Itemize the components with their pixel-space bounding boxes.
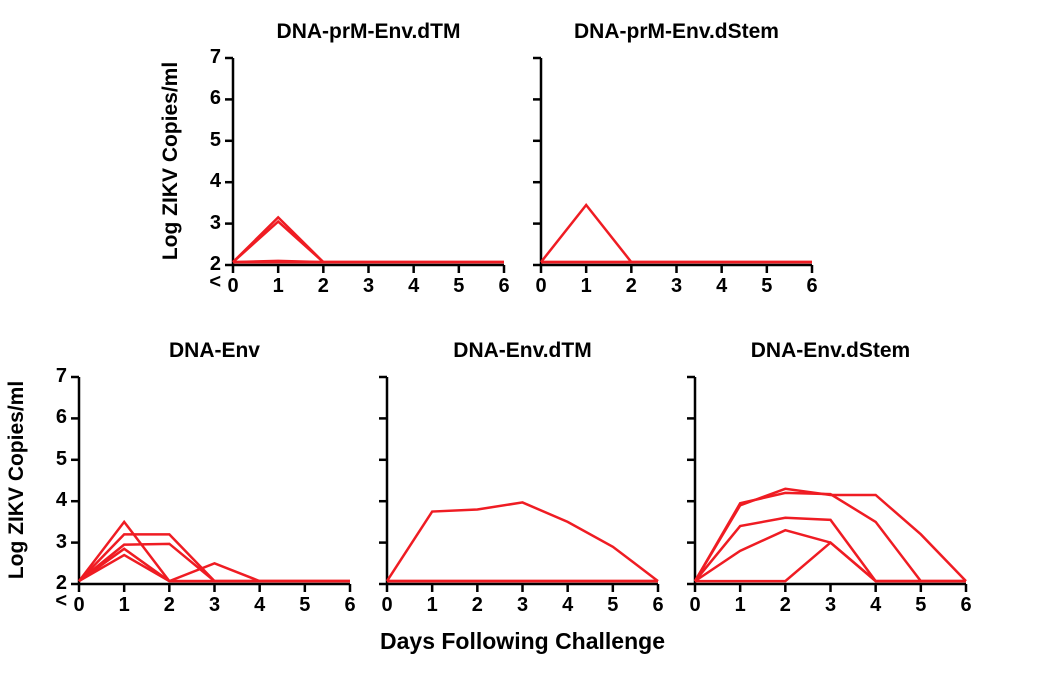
x-tick-label: 1 <box>571 275 601 298</box>
y-tick-label: 7 <box>45 365 67 388</box>
x-tick-label: 6 <box>335 594 365 617</box>
below-detection-symbol: < <box>45 590 67 613</box>
x-tick-label: 1 <box>109 594 139 617</box>
y-tick-label: 5 <box>199 129 221 152</box>
data-line <box>695 489 966 581</box>
x-tick-label: 5 <box>444 275 474 298</box>
x-tick-label: 1 <box>263 275 293 298</box>
x-tick-label: 6 <box>489 275 519 298</box>
x-tick-label: 6 <box>643 594 673 617</box>
data-line <box>695 493 966 581</box>
data-line <box>233 222 504 263</box>
x-tick-label: 2 <box>154 594 184 617</box>
y-axis-label: Log ZIKV Copies/ml <box>159 31 183 291</box>
data-line <box>695 543 966 582</box>
x-tick-label: 3 <box>816 594 846 617</box>
y-tick-label: 7 <box>199 46 221 69</box>
panel-title-p4: DNA-Env.dTM <box>367 339 678 363</box>
x-tick-label: 5 <box>752 275 782 298</box>
y-tick-label: 6 <box>45 406 67 429</box>
x-tick-label: 4 <box>553 594 583 617</box>
y-axis-label: Log ZIKV Copies/ml <box>5 350 29 610</box>
data-line <box>387 502 658 581</box>
y-tick-label: 3 <box>45 531 67 554</box>
x-tick-label: 0 <box>218 275 248 298</box>
data-line <box>79 549 350 581</box>
panel-title-p3: DNA-Env <box>59 339 370 363</box>
x-tick-label: 5 <box>906 594 936 617</box>
y-tick-label: 6 <box>199 87 221 110</box>
x-tick-label: 2 <box>462 594 492 617</box>
x-tick-label: 0 <box>372 594 402 617</box>
x-tick-label: 3 <box>354 275 384 298</box>
x-tick-label: 3 <box>508 594 538 617</box>
x-tick-label: 6 <box>951 594 981 617</box>
panel-title-p1: DNA-prM-Env.dTM <box>213 20 524 44</box>
x-tick-label: 5 <box>598 594 628 617</box>
y-tick-label: 4 <box>199 170 221 193</box>
y-tick-label: 3 <box>199 212 221 235</box>
y-tick-label: 5 <box>45 448 67 471</box>
data-line <box>695 518 966 581</box>
x-tick-label: 0 <box>526 275 556 298</box>
x-axis-label: Days Following Challenge <box>79 628 966 655</box>
x-tick-label: 1 <box>725 594 755 617</box>
x-tick-label: 3 <box>200 594 230 617</box>
x-tick-label: 4 <box>245 594 275 617</box>
x-tick-label: 4 <box>861 594 891 617</box>
x-tick-label: 0 <box>64 594 94 617</box>
x-tick-label: 2 <box>770 594 800 617</box>
x-tick-label: 6 <box>797 275 827 298</box>
x-tick-label: 4 <box>399 275 429 298</box>
data-line <box>79 555 350 581</box>
below-detection-symbol: < <box>199 271 221 294</box>
data-line <box>541 205 812 262</box>
x-tick-label: 2 <box>616 275 646 298</box>
x-tick-label: 3 <box>662 275 692 298</box>
x-tick-label: 2 <box>308 275 338 298</box>
panel-title-p5: DNA-Env.dStem <box>675 339 986 363</box>
y-tick-label: 4 <box>45 489 67 512</box>
x-tick-label: 1 <box>417 594 447 617</box>
x-tick-label: 5 <box>290 594 320 617</box>
x-tick-label: 4 <box>707 275 737 298</box>
panel-title-p2: DNA-prM-Env.dStem <box>521 20 832 44</box>
x-tick-label: 0 <box>680 594 710 617</box>
figure: DNA-prM-Env.dTM0123456234567<DNA-prM-Env… <box>0 0 1050 685</box>
